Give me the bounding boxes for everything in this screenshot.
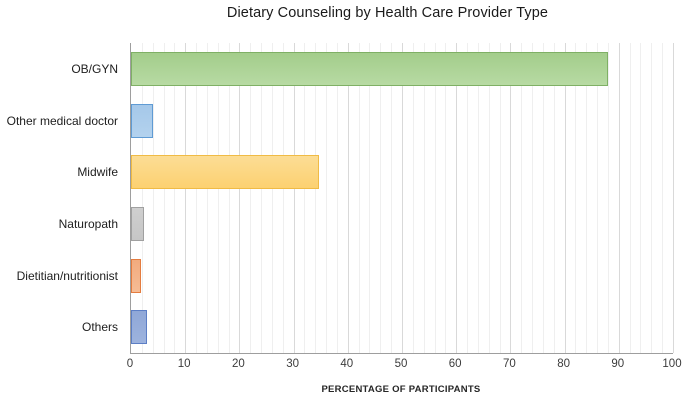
minor-gridline xyxy=(304,43,306,353)
x-tick-label: 80 xyxy=(557,358,570,370)
minor-gridline xyxy=(152,43,154,353)
major-gridline xyxy=(673,43,674,353)
x-tick-label: 60 xyxy=(448,358,462,370)
major-gridline xyxy=(402,43,403,353)
major-gridline xyxy=(185,43,187,353)
bar-dietitian-nutritionist xyxy=(131,258,142,293)
minor-gridline xyxy=(271,43,273,353)
x-axis-title: PERCENTAGE OF PARTICIPANTS xyxy=(321,384,481,395)
minor-gridline xyxy=(477,43,479,353)
x-tick-label: 70 xyxy=(502,358,516,370)
minor-gridline xyxy=(575,43,577,353)
minor-gridline xyxy=(282,43,284,353)
category-label: OB/GYN xyxy=(71,61,118,76)
major-gridline xyxy=(510,43,512,353)
minor-gridline xyxy=(662,43,664,353)
minor-gridline xyxy=(380,43,382,353)
minor-gridline xyxy=(499,43,501,353)
minor-gridline xyxy=(553,43,555,353)
category-label: Dietitian/nutritionist xyxy=(16,268,118,283)
minor-gridline xyxy=(467,43,469,353)
chart-title: Dietary Counseling by Health Care Provid… xyxy=(226,5,549,21)
x-tick-label: 100 xyxy=(662,358,682,370)
minor-gridline xyxy=(141,43,143,353)
x-tick-label: 20 xyxy=(231,358,245,370)
major-gridline xyxy=(564,43,566,353)
bar-row xyxy=(131,43,673,95)
minor-gridline xyxy=(358,43,360,353)
major-gridline xyxy=(293,43,295,353)
minor-gridline xyxy=(369,43,371,353)
x-tick-label: 90 xyxy=(611,358,625,370)
minor-gridline xyxy=(586,43,588,353)
major-gridline xyxy=(239,43,241,353)
minor-gridline xyxy=(206,43,208,353)
minor-gridline xyxy=(651,43,653,353)
category-label: Midwife xyxy=(77,165,118,180)
minor-gridline xyxy=(488,43,490,353)
minor-gridline xyxy=(434,43,436,353)
category-label: Other medical doctor xyxy=(6,113,118,128)
minor-gridline xyxy=(445,43,447,353)
minor-gridline xyxy=(315,43,317,353)
x-tick-label: 10 xyxy=(177,358,191,370)
x-tick-label: 0 xyxy=(126,358,134,370)
plot-area xyxy=(130,43,674,354)
bar-row xyxy=(131,95,673,147)
bar-midwife xyxy=(131,155,319,190)
bar-others xyxy=(131,310,147,345)
x-axis-tick-labels: 0 10 20 30 40 50 60 70 80 90 100 xyxy=(126,358,682,374)
bar-naturopath xyxy=(131,207,144,241)
minor-gridline xyxy=(521,43,523,353)
minor-gridline xyxy=(640,43,642,353)
minor-gridline xyxy=(412,43,414,353)
minor-gridline xyxy=(217,43,219,353)
x-tick-label: 40 xyxy=(340,358,354,370)
minor-gridline xyxy=(597,43,599,353)
minor-gridline xyxy=(250,43,252,353)
minor-gridline xyxy=(629,43,631,353)
major-gridline xyxy=(347,43,349,353)
minor-gridline xyxy=(607,43,609,353)
x-tick-label: 50 xyxy=(394,358,408,370)
minor-gridline xyxy=(391,43,393,353)
bar-other-medical-doctor xyxy=(131,103,153,138)
minor-gridline xyxy=(163,43,165,353)
bar-row xyxy=(131,250,673,302)
bar-row xyxy=(131,301,673,353)
category-axis-labels: OB/GYN Other medical doctor Midwife Naturop… xyxy=(0,43,124,353)
minor-gridline xyxy=(326,43,328,353)
bar-row xyxy=(131,198,673,250)
minor-gridline xyxy=(228,43,230,353)
minor-gridline xyxy=(336,43,338,353)
minor-gridline xyxy=(532,43,534,353)
major-gridline xyxy=(618,43,620,353)
minor-gridline xyxy=(174,43,176,353)
major-gridline xyxy=(456,43,458,353)
x-tick-label: 30 xyxy=(286,358,299,370)
minor-gridline xyxy=(542,43,544,353)
bar-ob-gyn xyxy=(131,52,608,86)
minor-gridline xyxy=(423,43,425,353)
category-label: Naturopath xyxy=(58,216,118,231)
minor-gridline xyxy=(261,43,263,353)
category-label: Others xyxy=(81,320,118,335)
bar-row xyxy=(131,146,673,198)
minor-gridline xyxy=(196,43,198,353)
